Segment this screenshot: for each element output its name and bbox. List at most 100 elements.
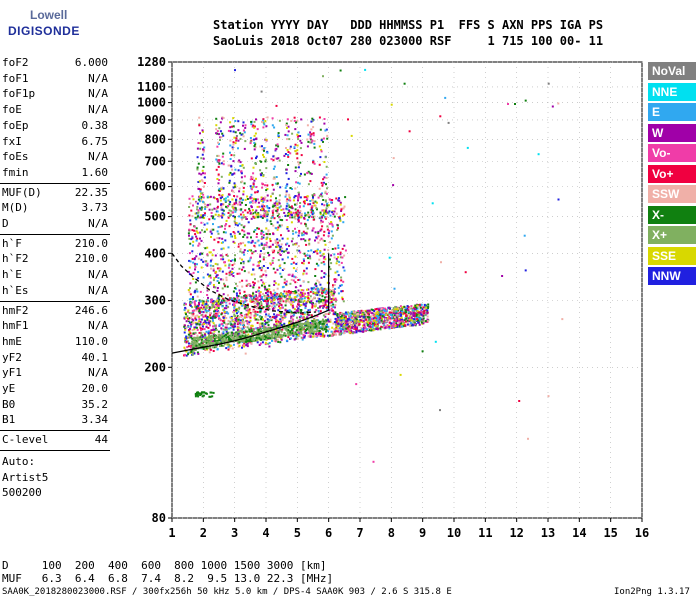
echo-point bbox=[400, 318, 403, 321]
echo-point bbox=[294, 217, 297, 220]
echo-point bbox=[285, 193, 288, 196]
echo-point bbox=[241, 198, 244, 201]
echo-point bbox=[293, 298, 296, 301]
echo-point bbox=[226, 206, 229, 209]
echo-point bbox=[299, 326, 302, 329]
echo-point bbox=[343, 244, 346, 247]
echo-point bbox=[219, 139, 221, 141]
echo-point bbox=[241, 133, 244, 135]
echo-point bbox=[315, 309, 318, 311]
echo-point bbox=[303, 331, 306, 334]
echo-point bbox=[194, 315, 197, 318]
echo-point bbox=[411, 324, 414, 327]
echo-point bbox=[268, 319, 271, 322]
echo-point bbox=[248, 308, 251, 311]
echo-point bbox=[321, 225, 324, 228]
echo-point bbox=[325, 289, 328, 292]
echo-point bbox=[279, 307, 281, 309]
echo-point bbox=[279, 263, 282, 266]
echo-point bbox=[306, 254, 309, 257]
echo-point bbox=[243, 316, 246, 319]
echo-point bbox=[285, 329, 288, 332]
echo-point bbox=[272, 336, 275, 339]
echo-point bbox=[212, 346, 215, 349]
echo-point bbox=[260, 318, 263, 321]
echo-point bbox=[300, 216, 303, 219]
echo-point bbox=[338, 199, 341, 202]
echo-point bbox=[322, 299, 325, 302]
echo-point bbox=[277, 145, 280, 148]
echo-point bbox=[197, 209, 200, 212]
echo-point bbox=[352, 319, 355, 322]
echo-point bbox=[260, 275, 263, 278]
echo-point bbox=[272, 159, 275, 162]
echo-point bbox=[331, 289, 334, 292]
echo-point bbox=[188, 197, 191, 200]
echo-point bbox=[213, 346, 216, 349]
echo-point bbox=[213, 337, 216, 340]
echo-point bbox=[190, 238, 193, 241]
echo-point bbox=[249, 142, 252, 145]
echo-point bbox=[322, 318, 324, 321]
echo-point bbox=[305, 267, 308, 270]
echo-point bbox=[209, 317, 212, 319]
echo-point bbox=[285, 300, 288, 303]
echo-point bbox=[322, 214, 325, 217]
echo-point bbox=[188, 317, 191, 320]
echo-point bbox=[363, 324, 366, 327]
echo-point bbox=[400, 313, 403, 316]
echo-point bbox=[202, 347, 205, 350]
echo-point bbox=[333, 332, 336, 335]
echo-point bbox=[272, 208, 275, 211]
param-row: fmin 1.60 bbox=[2, 166, 108, 182]
echo-point bbox=[311, 213, 314, 215]
echo-point bbox=[285, 248, 288, 251]
echo-point bbox=[183, 331, 186, 334]
echo-point bbox=[396, 319, 399, 322]
echo-point bbox=[190, 349, 193, 352]
echo-point bbox=[274, 157, 277, 160]
echo-point bbox=[422, 313, 425, 316]
echo-point bbox=[273, 283, 276, 286]
echo-point bbox=[198, 116, 201, 119]
echo-point bbox=[215, 208, 218, 211]
echo-point bbox=[258, 261, 260, 264]
echo-point bbox=[295, 270, 297, 272]
echo-point bbox=[276, 319, 279, 322]
echo-point bbox=[285, 172, 288, 175]
echo-point bbox=[316, 279, 319, 282]
echo-point bbox=[390, 311, 393, 314]
echo-point bbox=[335, 333, 337, 336]
echo-point bbox=[304, 212, 306, 215]
echo-point bbox=[227, 299, 230, 302]
echo-point bbox=[250, 300, 253, 303]
echo-point bbox=[240, 314, 243, 317]
echo-point bbox=[201, 229, 203, 232]
x-tick-label: 11 bbox=[478, 526, 492, 540]
echo-point bbox=[196, 295, 199, 298]
echo-point bbox=[227, 348, 230, 351]
echo-point bbox=[254, 138, 257, 141]
echo-point bbox=[390, 324, 393, 327]
echo-point bbox=[302, 258, 305, 261]
echo-point bbox=[291, 188, 293, 190]
echo-point bbox=[296, 211, 299, 213]
echo-point bbox=[200, 214, 203, 217]
echo-point bbox=[332, 303, 335, 306]
echo-point bbox=[355, 320, 358, 323]
echo-point bbox=[234, 184, 237, 187]
echo-point bbox=[215, 274, 218, 277]
echo-point bbox=[214, 316, 217, 319]
echo-point bbox=[337, 244, 340, 247]
echo-point bbox=[198, 301, 200, 304]
echo-point bbox=[280, 315, 283, 318]
echo-point bbox=[276, 215, 279, 217]
echo-point bbox=[234, 315, 237, 317]
echo-point bbox=[309, 334, 312, 337]
echo-point bbox=[277, 132, 280, 135]
echo-point bbox=[334, 280, 337, 283]
echo-point bbox=[388, 316, 391, 319]
echo-point bbox=[188, 259, 191, 262]
echo-point bbox=[212, 329, 215, 331]
echo-point bbox=[203, 223, 206, 226]
